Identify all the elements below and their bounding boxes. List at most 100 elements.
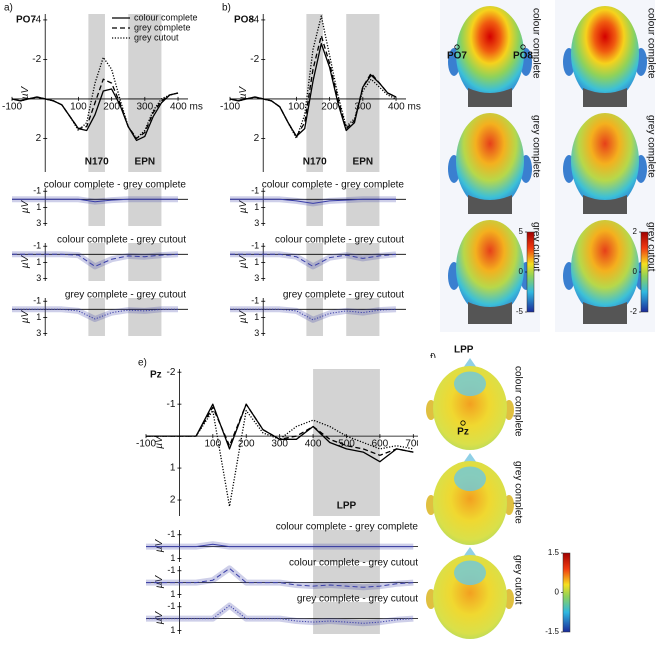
y-tick-label: -1 [33,296,41,306]
y-tick-label: -1 [167,399,176,410]
y-tick-label: -1 [251,186,259,196]
chart-title: PO7 [16,15,36,26]
chart-title: colour complete - grey complete [262,180,405,191]
y-tick-label: 1 [254,257,259,267]
condition-label: grey complete [530,115,541,178]
y-tick-label: 1 [170,463,176,474]
x-tick-label: 400 ms [388,102,421,113]
x-tick-label: 300 [354,102,371,113]
waveform [12,198,178,203]
y-tick-label: 3 [36,273,41,283]
time-window [128,14,162,172]
condition-label: grey complete [645,115,656,178]
y-tick-label: -1 [167,565,175,575]
time-window [128,298,162,336]
colorbar-tick-label: -2 [630,307,638,316]
waveform [146,567,414,588]
y-tick-label: -2 [250,54,259,65]
y-axis-label: µV [20,309,31,323]
head-map [456,6,524,102]
y-tick-label: 1 [170,625,175,635]
electrode-label: PO8 [513,51,533,62]
neck [468,302,512,324]
y-tick-label: 1 [254,202,259,212]
frontal-cool [454,560,486,586]
condition-label: colour complete [512,366,523,437]
y-tick-label: 3 [36,218,41,228]
time-window [88,188,105,226]
y-tick-label: -1 [33,241,41,251]
time-window [313,369,380,516]
y-tick-label: -1 [167,601,175,611]
time-window [313,530,380,562]
window-label: N170 [85,157,109,168]
time-window [346,14,380,172]
x-tick-label: -100 [220,102,240,113]
x-tick-label: 100 [288,102,305,113]
colorbar-tick-label: 0 [555,588,560,597]
x-tick-label: -100 [2,102,22,113]
electrode [460,420,466,426]
y-tick-label: -1 [251,241,259,251]
waveform [146,543,414,548]
window-label: EPN [135,157,156,168]
time-window [128,243,162,281]
waveform [230,253,397,267]
y-axis-label: µV [238,199,249,213]
y-axis-label: µV [154,538,165,552]
time-window [346,298,380,336]
x-tick-label: 200 [103,102,120,113]
x-tick-label: 600 [372,439,389,450]
chart-title: colour complete - grey cutout [57,235,186,246]
colorbar [640,231,649,313]
chart-title: PO8 [234,15,254,26]
electrode-label: PO7 [447,51,467,62]
time-window [88,243,105,281]
frontal-cool [454,466,486,492]
waveform [11,56,179,140]
time-window [88,298,105,336]
chart-title: grey complete - grey cutout [297,594,418,605]
waveform [146,409,414,508]
y-tick-label: 2 [170,495,176,506]
x-tick-label: 300 [271,439,288,450]
time-window [306,243,323,281]
map-title: LPP [454,345,474,356]
y-tick-label: -2 [167,367,176,378]
neck [468,195,512,217]
colorbar-tick-label: 5 [519,227,524,236]
chart-title: colour complete - grey complete [276,522,419,533]
head-map [456,113,524,209]
time-window [306,188,323,226]
waveform [229,15,397,140]
x-tick-label: 100 [70,102,87,113]
y-tick-label: -1 [33,186,41,196]
colorbar-tick-label: -1.5 [545,627,559,636]
x-tick-label: 500 [338,439,355,450]
time-window [88,14,105,172]
electrode [454,44,460,50]
neck [468,88,512,110]
window-label: N170 [303,157,327,168]
colorbar-tick-label: 2 [633,227,638,236]
neck [583,88,627,110]
x-tick-label: 100 [204,439,221,450]
chart-title: Pz [150,370,162,381]
nose [463,547,477,557]
colorbar-tick-label: 0 [519,267,524,276]
y-tick-label: -1 [251,296,259,306]
condition-label: colour complete [645,8,656,79]
head-map [433,461,507,545]
x-tick-label: 200 [321,102,338,113]
y-axis-label: µV [154,435,165,449]
chart-title: colour complete - grey cutout [275,235,404,246]
y-tick-label: 1 [36,257,41,267]
nose [463,358,477,368]
chart-title: grey complete - grey cutout [65,290,186,301]
colorbar-tick-label: 1.5 [548,548,560,557]
head-map [571,220,639,316]
x-tick-label: 400 [305,439,322,450]
waveform [146,403,414,456]
